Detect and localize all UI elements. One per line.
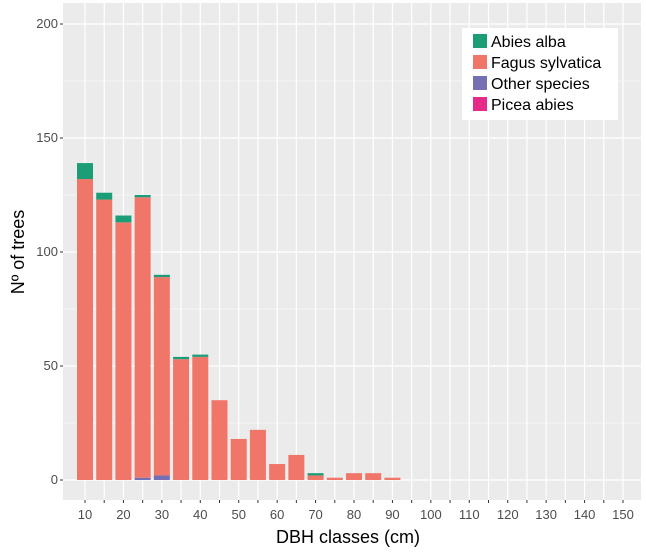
legend-label: Other species [491,76,590,93]
bar-segment [173,359,190,480]
bar-segment [134,195,151,198]
x-tick-label: 150 [612,507,634,522]
bar-segment [269,464,286,480]
x-tick-label: 90 [385,507,399,522]
x-tick-label: 40 [193,507,207,522]
bar-segment [192,356,209,480]
bar-segment [134,477,151,480]
x-tick-label: 140 [574,507,596,522]
bar-segment [307,473,324,476]
x-axis-title: DBH classes (cm) [276,527,420,547]
legend-swatch [473,76,487,90]
bar-segment [230,438,247,480]
x-tick-label: 130 [535,507,557,522]
x-tick-label: 50 [231,507,245,522]
bar-segment [134,197,151,478]
legend-swatch [473,34,487,48]
bar-segment [326,477,343,480]
legend-label: Fagus sylvatica [491,55,601,72]
x-tick-label: 100 [420,507,442,522]
legend-label: Picea abies [491,97,574,114]
bar-segment [288,454,305,480]
bar-segment [153,274,170,278]
bar-segment [192,354,209,357]
x-tick-label: 120 [497,507,519,522]
x-tick-label: 70 [308,507,322,522]
x-tick-label: 60 [270,507,284,522]
x-tick-label: 110 [459,507,480,522]
bar-segment [346,473,362,480]
bar-segment [307,475,324,480]
y-axis-title: Nº of trees [8,210,28,295]
bar-segment [384,477,401,480]
legend-swatch [473,55,487,69]
x-tick-label: 80 [347,507,361,522]
bar-segment [115,215,132,223]
y-tick-label: 150 [36,130,58,145]
legend-box [462,28,618,120]
x-tick-label: 20 [116,507,130,522]
legend-label: Abies alba [491,34,566,51]
y-tick-label: 200 [36,16,58,31]
bar-segment [249,429,266,480]
y-tick-label: 0 [51,472,58,487]
axes: 0 50 100 150 200 10 20 30 40 50 60 70 80 90 100 110 120 1… [36,16,634,522]
bar-segment [77,163,93,180]
y-tick-label: 50 [44,358,58,373]
bar-segment [77,179,93,481]
bar-segment [96,192,113,200]
bar-segment [211,400,228,480]
bar-segment [96,199,113,480]
x-tick-label: 30 [155,507,169,522]
bars [77,163,401,481]
bar-segment [115,222,132,481]
bar-segment [173,356,190,360]
bar-segment [365,473,382,480]
bar-segment [153,277,170,476]
legend-swatch [473,97,487,111]
bar-segment [153,475,170,480]
legend: Abies alba Fagus sylvatica Other species Pi… [462,28,618,120]
y-tick-label: 100 [36,244,58,259]
x-tick-label: 10 [78,507,92,522]
